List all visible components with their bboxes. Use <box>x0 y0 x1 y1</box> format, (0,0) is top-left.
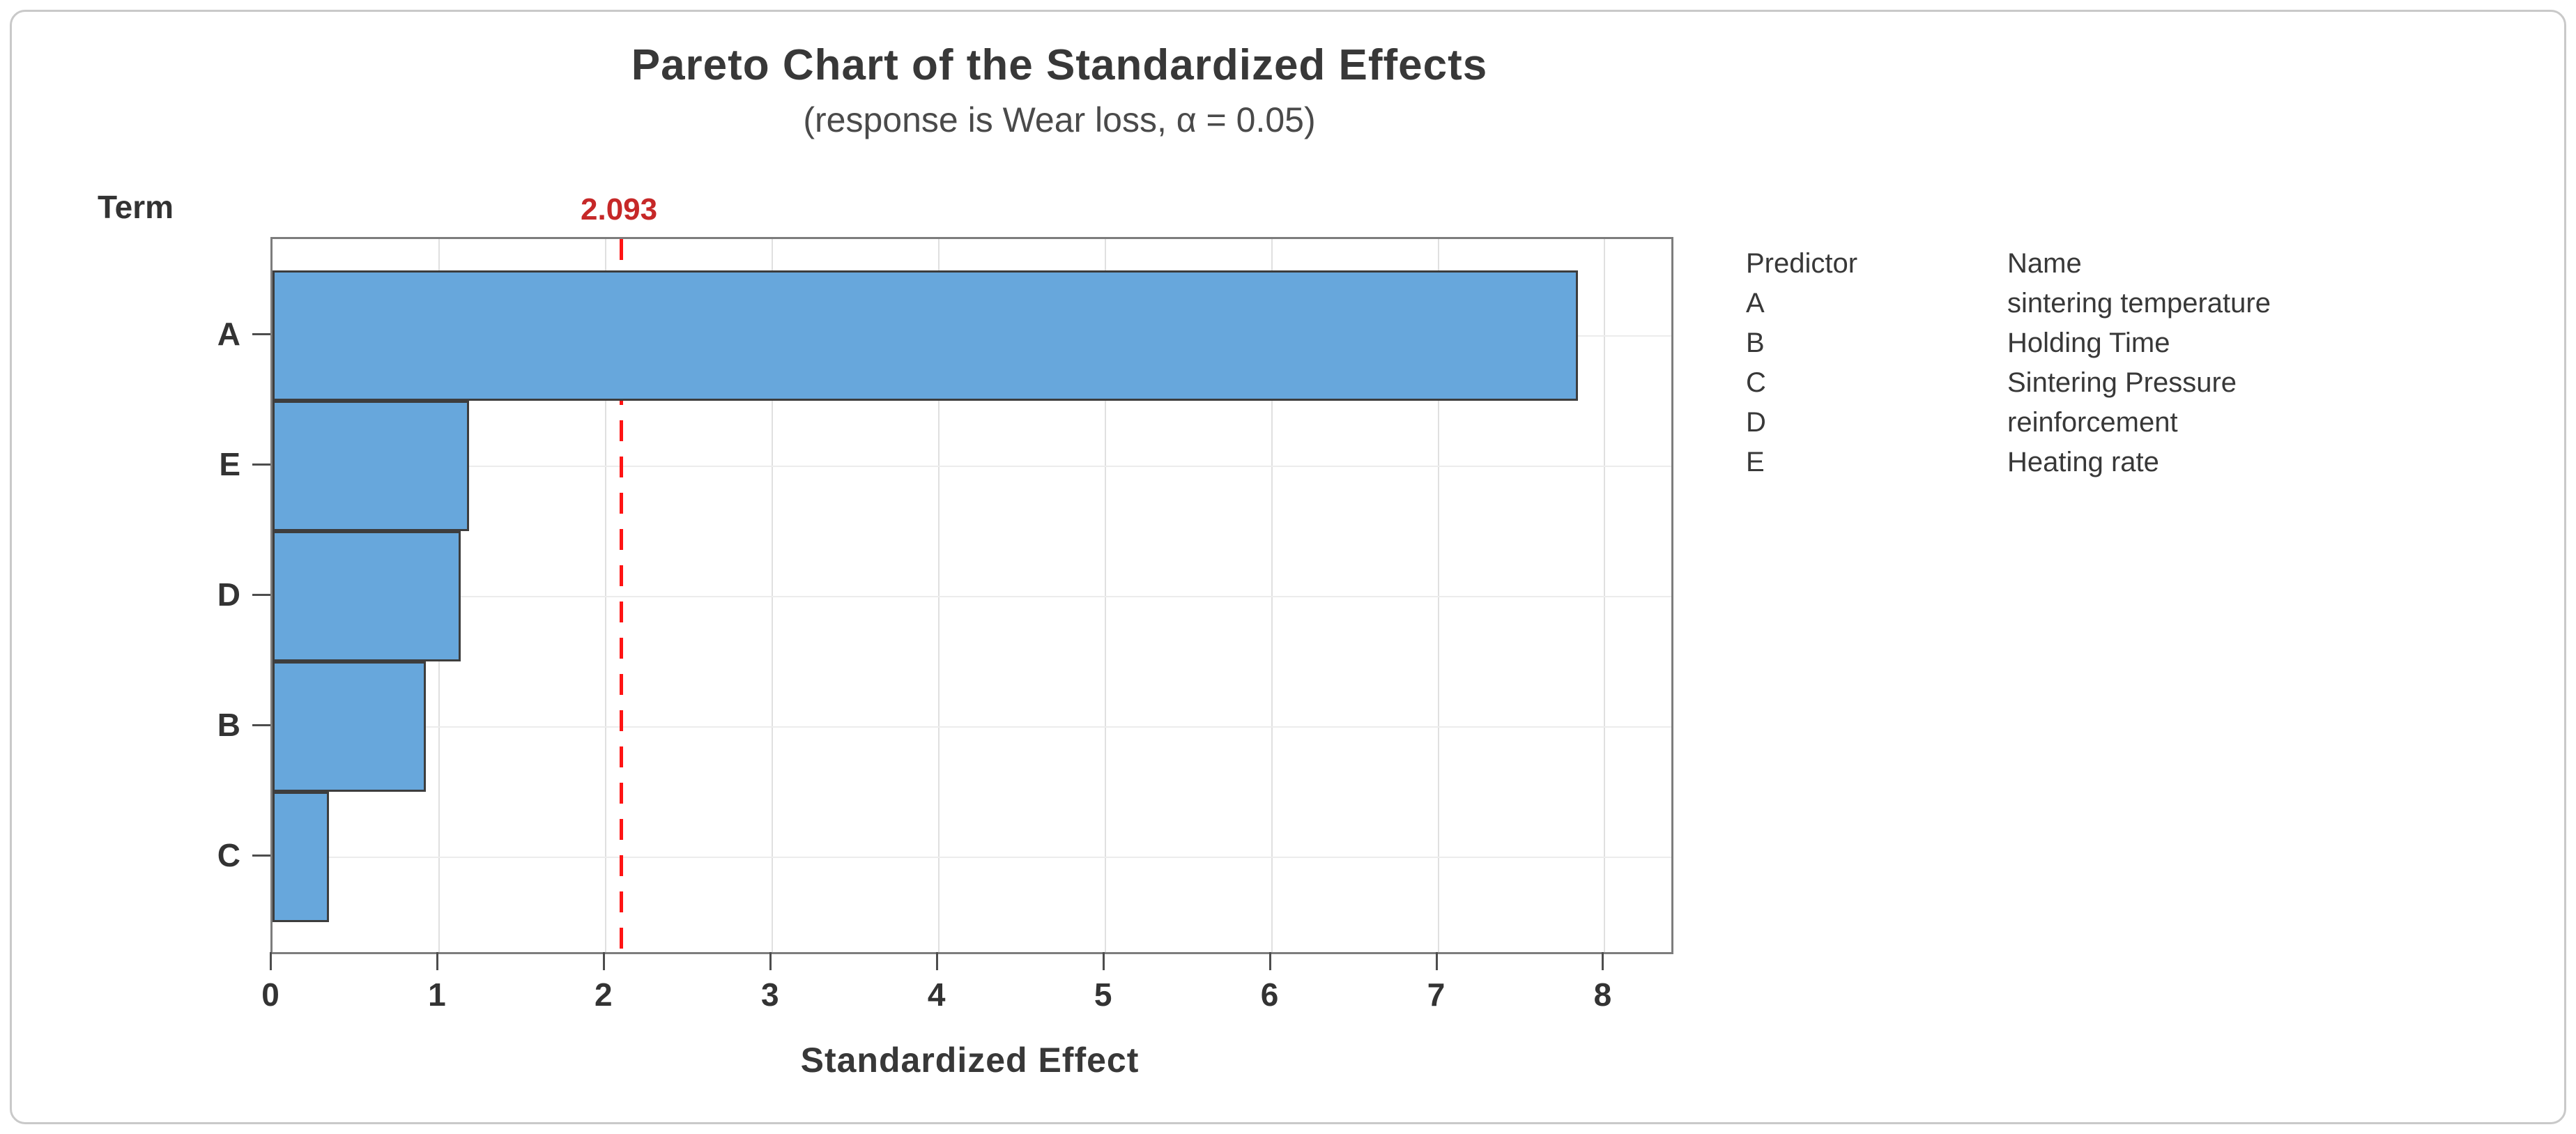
chart-subtitle: (response is Wear loss, α = 0.05) <box>803 100 1316 139</box>
x-tick-5 <box>1102 952 1105 970</box>
bar-E <box>273 401 469 531</box>
y-tick-D <box>252 593 270 596</box>
reference-line <box>620 239 624 952</box>
x-tick-label-0: 0 <box>261 976 279 1013</box>
x-tick-6 <box>1268 952 1271 970</box>
legend-predictor: A <box>1746 288 1765 319</box>
legend-row-C: C Sintering Pressure <box>1746 363 2271 403</box>
legend-predictor: B <box>1746 328 1765 358</box>
x-tick-label-1: 1 <box>428 976 446 1013</box>
legend-row-B: B Holding Time <box>1746 323 2271 363</box>
legend-name: sintering temperature <box>2007 288 2271 319</box>
bar-A <box>273 270 1579 401</box>
x-tick-0 <box>270 952 272 970</box>
legend-header-name: Name <box>2007 248 2082 279</box>
bar-B <box>273 661 426 792</box>
horizontal-gridline <box>273 726 1671 728</box>
y-tick-label-D: D <box>217 576 240 613</box>
x-tick-label-3: 3 <box>760 976 779 1013</box>
y-tick-A <box>252 332 270 335</box>
bar-D <box>273 531 461 661</box>
x-tick-label-2: 2 <box>595 976 613 1013</box>
legend-name: Holding Time <box>2007 328 2170 358</box>
x-tick-label-6: 6 <box>1260 976 1279 1013</box>
legend-name: Heating rate <box>2007 447 2159 477</box>
x-tick-2 <box>602 952 605 970</box>
y-axis-title: Term <box>98 189 174 225</box>
legend-name: Sintering Pressure <box>2007 367 2237 398</box>
plot-area <box>270 237 1673 954</box>
y-tick-label-B: B <box>217 706 240 743</box>
x-tick-label-4: 4 <box>927 976 946 1013</box>
horizontal-gridline <box>273 465 1671 467</box>
x-tick-8 <box>1602 952 1604 970</box>
y-tick-E <box>252 463 270 466</box>
chart-title: Pareto Chart of the Standardized Effects <box>631 41 1488 89</box>
x-tick-4 <box>935 952 938 970</box>
horizontal-gridline <box>273 595 1671 597</box>
legend-header-row: Predictor Name <box>1746 244 2271 284</box>
x-tick-1 <box>436 952 438 970</box>
y-tick-label-E: E <box>219 445 240 482</box>
legend-header-predictor: Predictor <box>1746 248 1858 279</box>
y-tick-label-A: A <box>217 315 240 352</box>
x-tick-7 <box>1435 952 1438 970</box>
y-tick-label-C: C <box>217 836 240 873</box>
title-block: Pareto Chart of the Standardized Effects… <box>0 40 2119 140</box>
x-tick-3 <box>769 952 772 970</box>
legend-predictor: D <box>1746 407 1766 438</box>
x-tick-label-7: 7 <box>1427 976 1446 1013</box>
legend-row-E: E Heating rate <box>1746 443 2271 482</box>
legend-name: reinforcement <box>2007 407 2178 438</box>
x-axis-title: Standardized Effect <box>800 1041 1140 1080</box>
x-tick-label-8: 8 <box>1593 976 1612 1013</box>
y-tick-C <box>252 854 270 857</box>
x-tick-label-5: 5 <box>1094 976 1112 1013</box>
bar-C <box>273 792 330 922</box>
reference-line-label: 2.093 <box>581 192 658 227</box>
legend-predictor: E <box>1746 447 1765 477</box>
horizontal-gridline <box>273 856 1671 858</box>
legend-predictor: C <box>1746 367 1766 398</box>
y-tick-B <box>252 723 270 726</box>
